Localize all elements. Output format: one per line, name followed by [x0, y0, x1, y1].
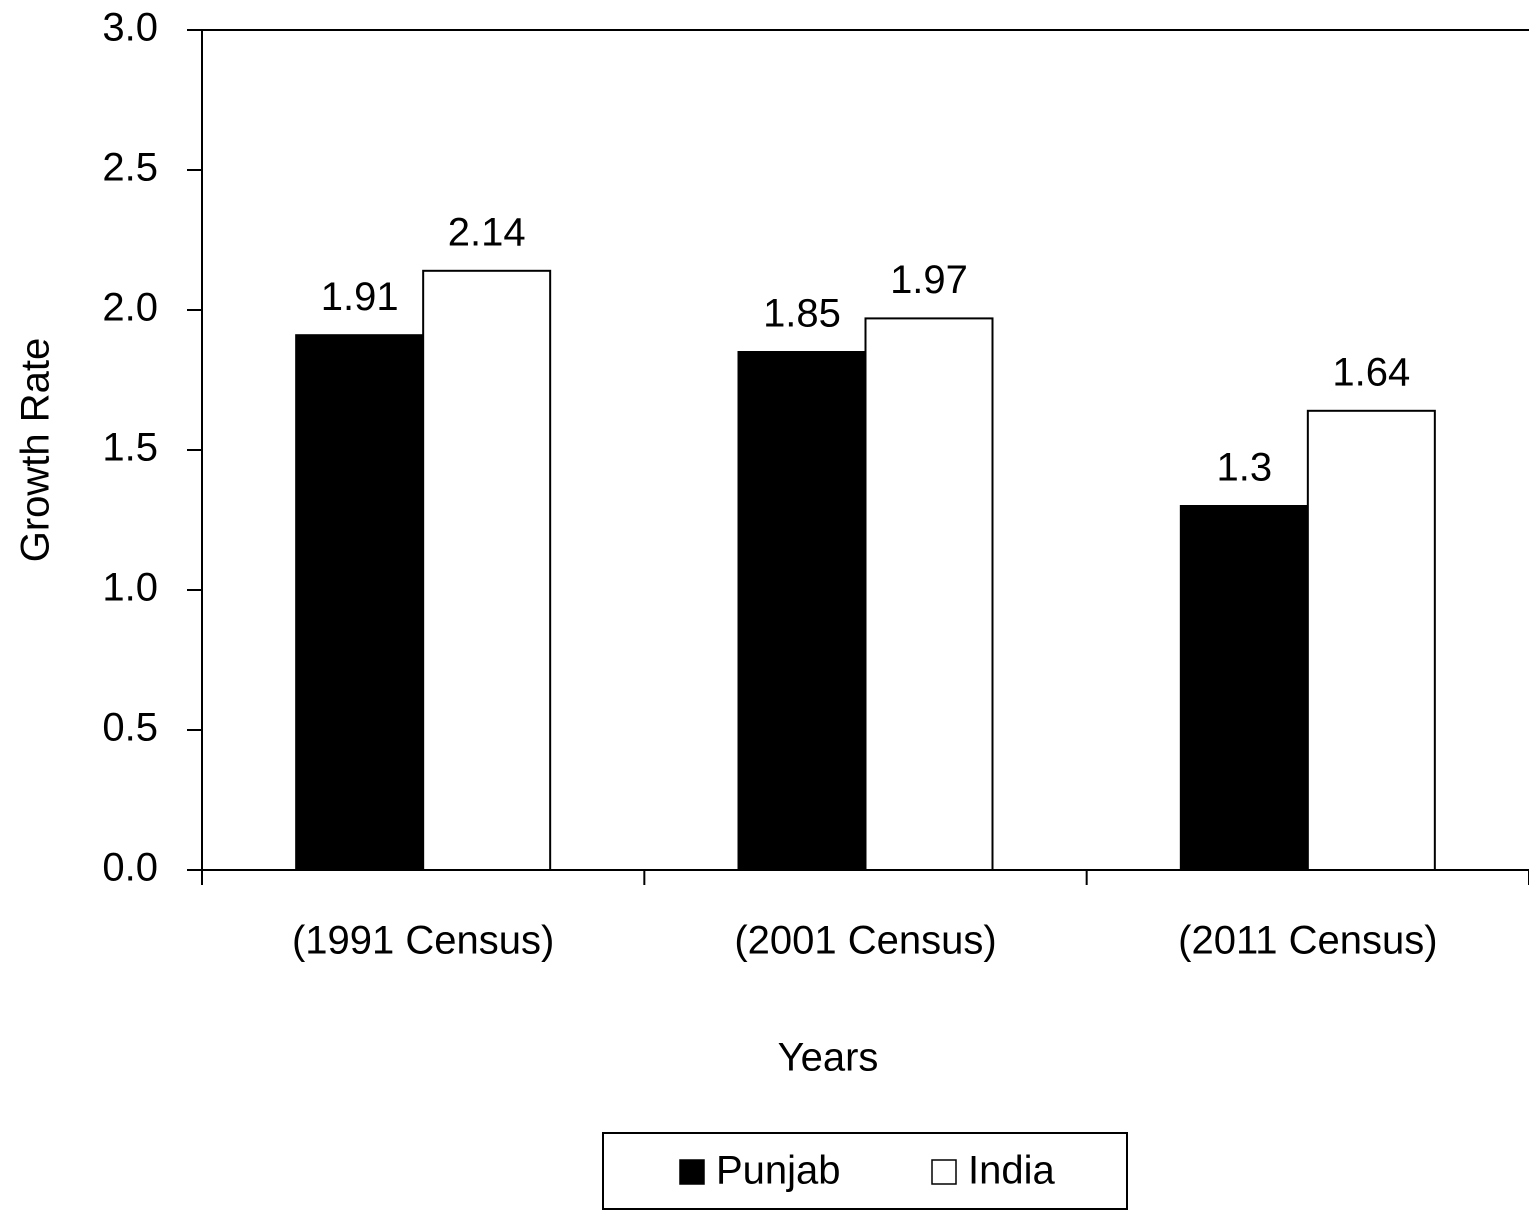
y-tick-label: 0.5 [102, 706, 158, 750]
y-tick-label: 1.5 [102, 426, 158, 470]
data-label: 1.3 [1217, 446, 1273, 490]
y-tick-label: 2.5 [102, 146, 158, 190]
bar [1306, 409, 1436, 871]
x-axis-title: Years [778, 1036, 879, 1080]
x-tick-label: (2011 Census) [1178, 919, 1437, 963]
bar [295, 334, 425, 871]
legend-label: India [968, 1149, 1055, 1193]
bar [737, 351, 867, 871]
legend-marker [931, 1159, 957, 1185]
x-tick-label: (2001 Census) [734, 919, 996, 963]
data-label: 1.91 [321, 275, 399, 319]
x-tick-label: (1991 Census) [292, 919, 554, 963]
y-tick-label: 1.0 [102, 566, 158, 610]
y-axis-title: Growth Rate [14, 338, 58, 563]
bar [1179, 505, 1309, 871]
legend-label: Punjab [716, 1149, 841, 1193]
y-tick-label: 3.0 [102, 6, 158, 50]
bar [422, 269, 552, 871]
data-label: 1.64 [1332, 350, 1410, 394]
legend-marker [679, 1159, 705, 1185]
data-label: 2.14 [448, 210, 526, 254]
bar [864, 317, 994, 871]
y-tick-label: 2.0 [102, 286, 158, 330]
y-tick-label: 0.0 [102, 846, 158, 890]
data-label: 1.97 [890, 258, 968, 302]
data-label: 1.85 [763, 292, 841, 336]
